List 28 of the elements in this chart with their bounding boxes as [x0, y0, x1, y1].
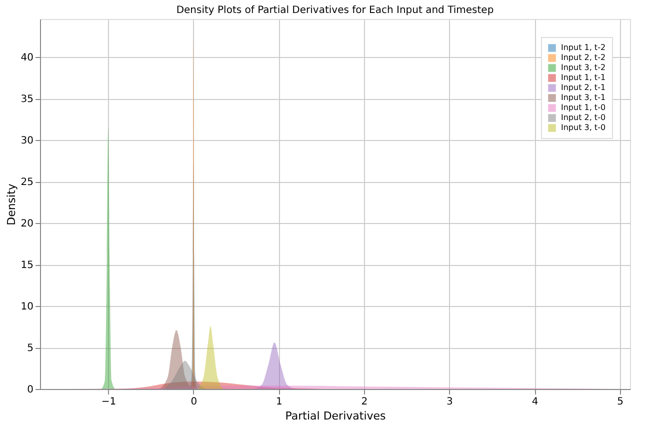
- y-tick-label: 35: [20, 94, 34, 106]
- x-tick-label: 3: [446, 396, 453, 408]
- y-tick-label: 20: [20, 218, 34, 230]
- y-axis-title: Density: [4, 183, 18, 226]
- x-tick-label: 4: [532, 396, 538, 408]
- x-tick-label: 0: [190, 396, 198, 408]
- x-tick-label: 1: [276, 396, 282, 408]
- legend-label: Input 1, t-0: [561, 103, 606, 112]
- x-tick-label: 5: [617, 396, 624, 408]
- legend-label: Input 3, t-2: [561, 63, 606, 72]
- legend-label: Input 2, t-1: [561, 83, 606, 92]
- legend-label: Input 3, t-1: [561, 93, 606, 102]
- x-tick-label: −1: [101, 396, 116, 408]
- legend-label: Input 1, t-1: [561, 73, 606, 82]
- y-tick-label: 5: [27, 343, 34, 354]
- legend-label: Input 2, t-2: [561, 53, 606, 62]
- legend-label: Input 2, t-0: [561, 113, 606, 122]
- x-tick-label: 2: [361, 396, 368, 408]
- y-tick-label: 25: [20, 177, 34, 188]
- chart-title: Density Plots of Partial Derivatives for Each Input and Timestep: [176, 5, 494, 16]
- y-tick-label: 10: [20, 302, 34, 313]
- y-tick-label: 0: [27, 384, 34, 396]
- y-tick-label: 40: [20, 52, 34, 64]
- y-tick-label: 30: [20, 136, 34, 147]
- legend-label: Input 1, t-2: [561, 43, 606, 52]
- legend-label: Input 3, t-0: [561, 123, 606, 132]
- y-tick-label: 15: [20, 260, 34, 272]
- x-axis-title: Partial Derivatives: [285, 410, 386, 422]
